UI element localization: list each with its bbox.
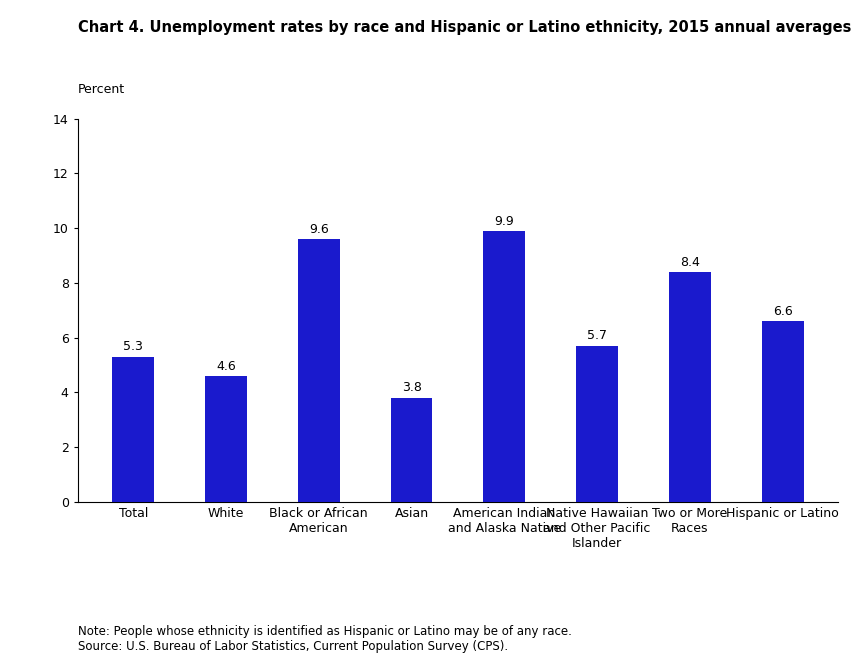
Text: 4.6: 4.6 <box>216 360 236 372</box>
Text: Chart 4. Unemployment rates by race and Hispanic or Latino ethnicity, 2015 annua: Chart 4. Unemployment rates by race and … <box>78 20 851 35</box>
Text: 3.8: 3.8 <box>402 381 422 395</box>
Bar <box>484 231 525 502</box>
Bar <box>576 346 618 502</box>
Text: 6.6: 6.6 <box>772 305 792 318</box>
Bar <box>391 398 432 502</box>
Text: Percent: Percent <box>78 82 125 96</box>
Text: 8.4: 8.4 <box>680 255 700 269</box>
Bar <box>298 239 340 502</box>
Text: Note: People whose ethnicity is identified as Hispanic or Latino may be of any r: Note: People whose ethnicity is identifi… <box>78 626 572 653</box>
Text: 9.6: 9.6 <box>308 223 328 236</box>
Bar <box>112 356 154 502</box>
Bar <box>762 321 804 502</box>
Bar <box>669 272 711 502</box>
Text: 5.7: 5.7 <box>587 329 607 343</box>
Bar <box>205 376 247 502</box>
Text: 9.9: 9.9 <box>494 214 514 228</box>
Text: 5.3: 5.3 <box>124 341 143 353</box>
